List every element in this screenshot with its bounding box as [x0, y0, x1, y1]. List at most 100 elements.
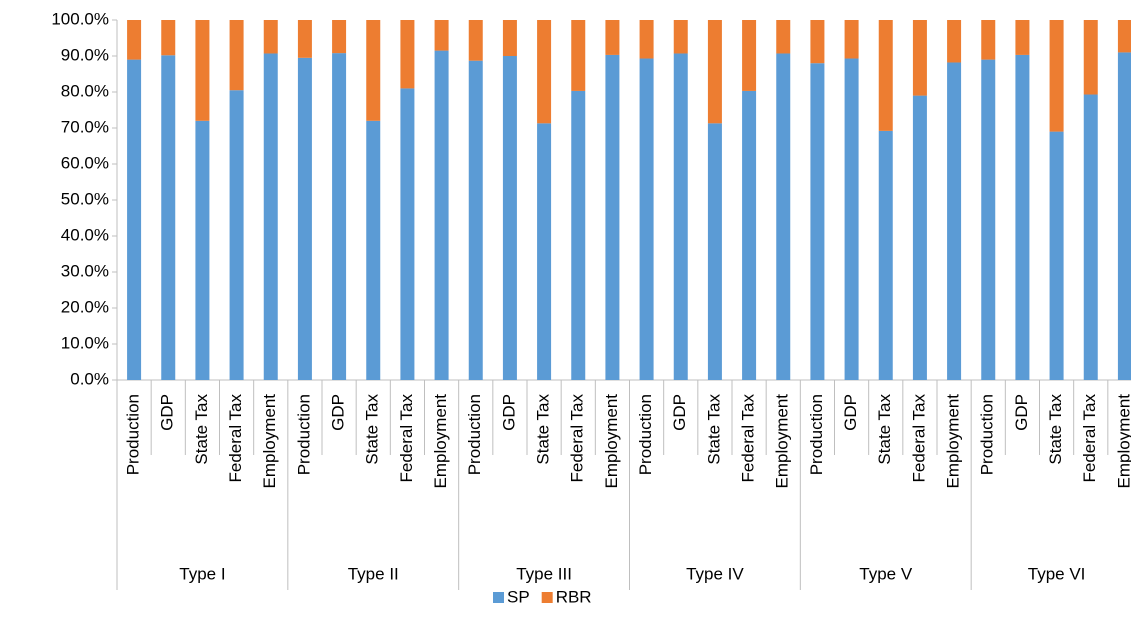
y-tick-label: 30.0% [61, 261, 109, 280]
x-tick-label: Federal Tax [568, 394, 587, 483]
group-label: Type I [179, 564, 225, 583]
bar-segment [673, 53, 688, 380]
bar-segment [297, 57, 312, 381]
bar-segment [981, 59, 996, 380]
bar-segment [1083, 94, 1098, 381]
y-tick-label: 80.0% [61, 81, 109, 100]
bar-segment [912, 20, 927, 96]
x-tick-label: GDP [841, 394, 860, 431]
bar-segment [195, 120, 210, 381]
bar-segment [161, 20, 176, 56]
bar-segment [263, 20, 278, 54]
bar-segment [810, 20, 825, 64]
y-tick-label: 70.0% [61, 117, 109, 136]
x-tick-label: Production [294, 394, 313, 475]
group-label: Type VI [1028, 564, 1086, 583]
bar-segment [127, 59, 142, 380]
bar-segment [434, 20, 449, 51]
bar-segment [229, 20, 244, 91]
bar-segment [605, 54, 620, 381]
y-tick-label: 60.0% [61, 153, 109, 172]
bar-segment [912, 95, 927, 380]
x-tick-label: Employment [1114, 394, 1131, 489]
x-tick-label: State Tax [192, 394, 211, 465]
legend-label: SP [507, 587, 530, 606]
bar-segment [639, 20, 654, 59]
x-tick-label: State Tax [534, 394, 553, 465]
bar-segment [571, 90, 586, 381]
bar-segment [434, 50, 449, 380]
bar-segment [742, 20, 757, 91]
x-tick-label: Federal Tax [226, 394, 245, 483]
bar-segment [878, 130, 893, 380]
bar-segment [844, 58, 859, 381]
x-tick-label: Production [465, 394, 484, 475]
bar-segment [1015, 20, 1030, 55]
bar-segment [1049, 131, 1064, 380]
x-tick-label: Employment [260, 394, 279, 489]
bar-segment [742, 90, 757, 381]
x-tick-label: Production [978, 394, 997, 475]
bar-segment [297, 20, 312, 58]
x-tick-label: Federal Tax [397, 394, 416, 483]
bar-segment [1083, 20, 1098, 95]
bar-segment [571, 20, 586, 91]
legend-label: RBR [556, 587, 592, 606]
bar-segment [366, 120, 381, 381]
bar-segment [947, 62, 962, 380]
bar-segment [332, 53, 347, 381]
bar-segment [1015, 54, 1030, 381]
bar-segment [502, 20, 517, 56]
x-tick-label: Federal Tax [909, 394, 928, 483]
bar-segment [161, 55, 176, 380]
x-tick-label: State Tax [363, 394, 382, 465]
x-tick-label: Employment [431, 394, 450, 489]
bar-segment [400, 88, 415, 381]
x-tick-label: Employment [944, 394, 963, 489]
bar-segment [1049, 20, 1064, 132]
x-tick-label: Employment [773, 394, 792, 489]
bar-segment [229, 90, 244, 380]
y-tick-label: 10.0% [61, 333, 109, 352]
bar-segment [537, 20, 552, 124]
x-tick-label: GDP [670, 394, 689, 431]
group-label: Type V [859, 564, 913, 583]
bar-segment [947, 20, 962, 63]
y-tick-label: 90.0% [61, 45, 109, 64]
x-tick-label: Employment [602, 394, 621, 489]
bar-segment [502, 56, 517, 380]
bar-segment [707, 20, 722, 124]
group-label: Type III [516, 564, 572, 583]
bar-segment [537, 123, 552, 380]
x-tick-label: State Tax [1046, 394, 1065, 465]
legend-swatch [493, 592, 504, 603]
bar-segment [127, 20, 142, 60]
x-tick-label: GDP [499, 394, 518, 431]
x-tick-label: GDP [158, 394, 177, 431]
x-tick-label: Production [807, 394, 826, 475]
bar-segment [400, 20, 415, 89]
x-tick-label: State Tax [875, 394, 894, 465]
x-tick-label: State Tax [704, 394, 723, 465]
y-tick-label: 40.0% [61, 225, 109, 244]
x-tick-label: Federal Tax [739, 394, 758, 483]
bar-segment [1117, 52, 1131, 381]
bar-segment [605, 20, 620, 55]
bar-segment [332, 20, 347, 54]
legend-swatch [541, 592, 553, 603]
bar-segment [263, 53, 278, 380]
bar-segment [776, 20, 791, 54]
y-tick-label: 0.0% [70, 369, 109, 388]
bar-segment [468, 60, 483, 381]
bar-segment [639, 58, 654, 381]
bar-segment [1117, 20, 1131, 53]
bar-segment [468, 20, 483, 61]
bar-segment [776, 53, 791, 380]
bar-segment [981, 20, 996, 60]
bar-segment [878, 20, 893, 131]
group-label: Type II [348, 564, 399, 583]
x-tick-label: Federal Tax [1080, 394, 1099, 483]
bar-segment [366, 20, 381, 121]
x-tick-label: Production [636, 394, 655, 475]
